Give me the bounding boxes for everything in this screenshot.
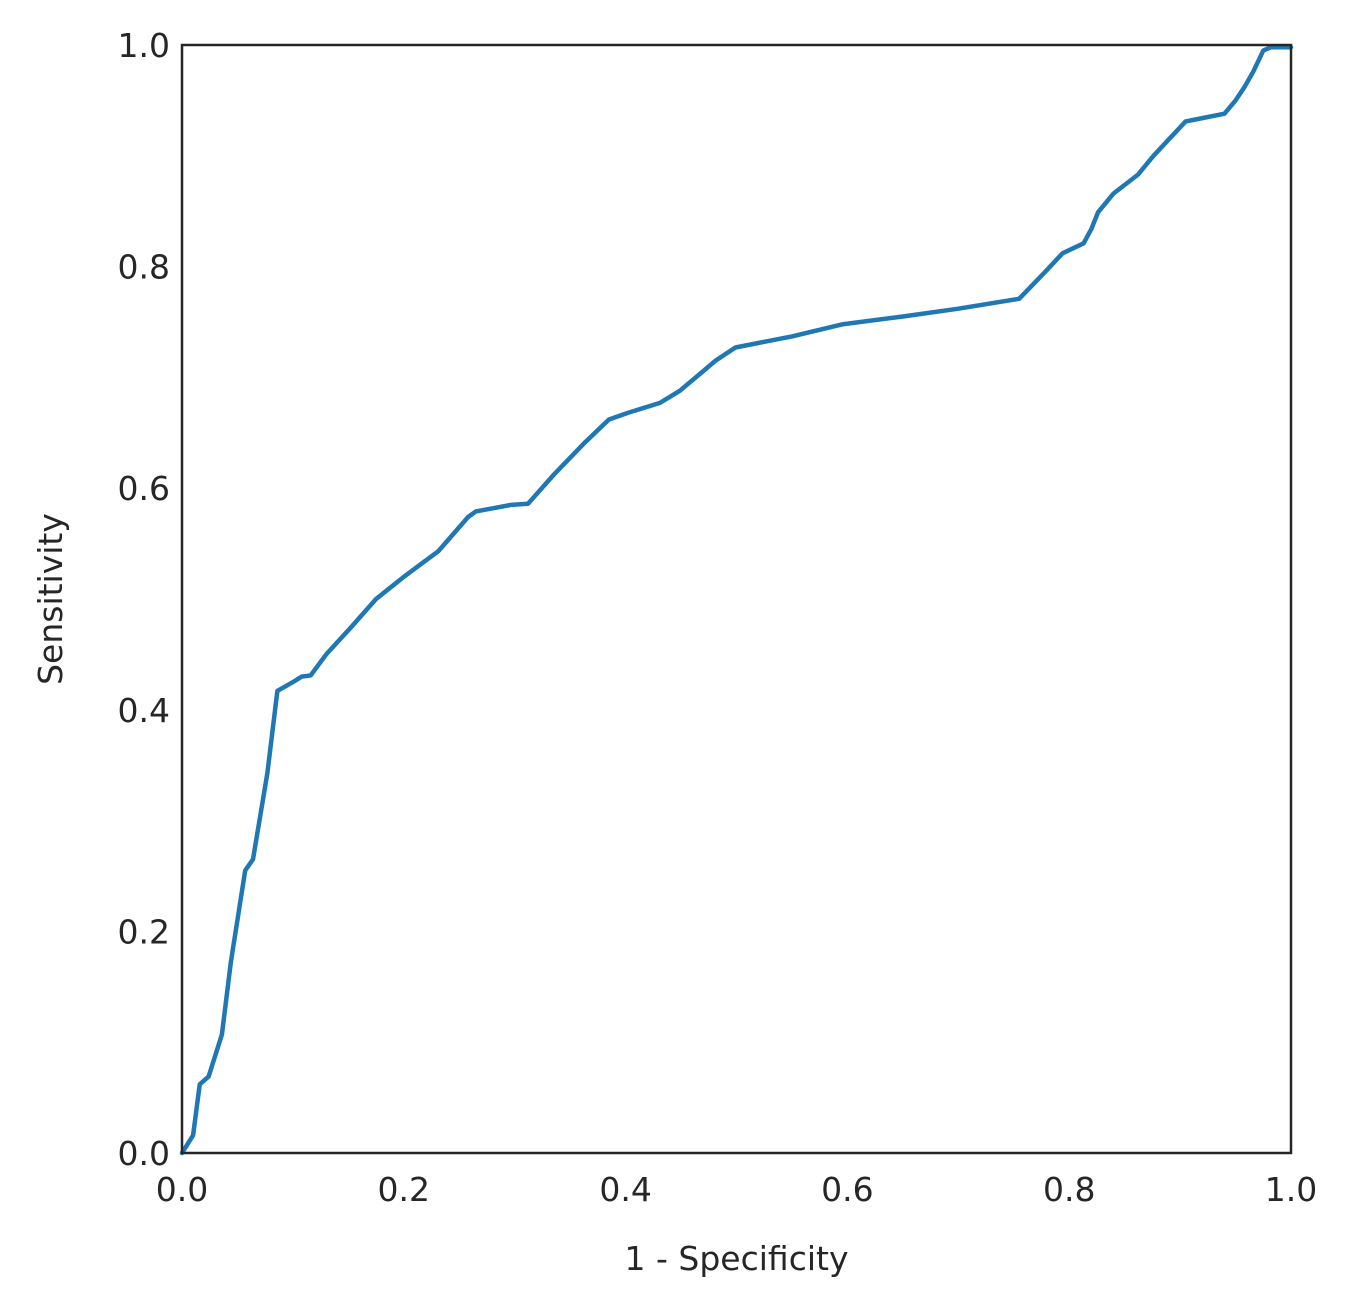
- x-tick-label: 0.8: [1043, 1170, 1095, 1209]
- x-axis-ticks: 0.0 0.2 0.4 0.6 0.8 1.0: [156, 1170, 1317, 1209]
- y-axis-title: Sensitivity: [31, 513, 70, 685]
- y-tick-label: 0.2: [118, 912, 170, 951]
- x-axis-title: 1 - Specificity: [625, 1239, 849, 1278]
- series-layer: [179, 44, 1294, 1156]
- y-tick-label: 1.0: [118, 26, 170, 65]
- x-tick-label: 1.0: [1265, 1170, 1317, 1209]
- x-tick-label: 0.0: [156, 1170, 208, 1209]
- x-tick-label: 0.6: [821, 1170, 873, 1209]
- series-line-0: [179, 44, 1294, 1156]
- y-axis-ticks: 0.0 0.2 0.4 0.6 0.8 1.0: [118, 26, 170, 1173]
- y-tick-label: 0.0: [118, 1134, 170, 1173]
- x-tick-label: 0.4: [599, 1170, 651, 1209]
- y-tick-label: 0.8: [118, 248, 170, 287]
- plot-frame: [180, 43, 1293, 1155]
- y-tick-label: 0.6: [118, 469, 170, 508]
- x-tick-label: 0.2: [378, 1170, 430, 1209]
- y-tick-label: 0.4: [118, 691, 170, 730]
